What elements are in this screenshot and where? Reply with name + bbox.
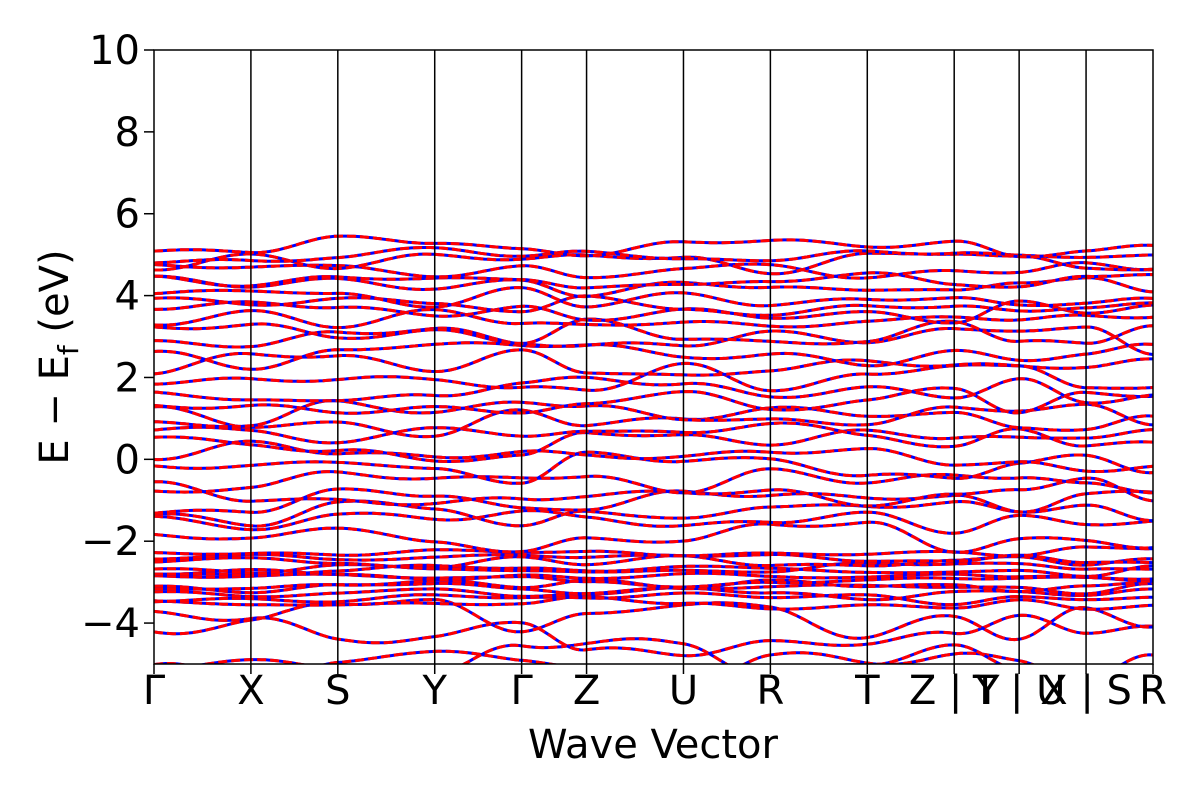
band-line-solid bbox=[154, 476, 1153, 508]
y-tick-label: 6 bbox=[115, 192, 140, 238]
band-line-dashed bbox=[154, 317, 1153, 346]
band-line-dashed bbox=[154, 561, 1153, 575]
x-tick-label: U bbox=[669, 668, 698, 714]
band-line-dashed bbox=[154, 487, 1153, 515]
band-line-dashed bbox=[154, 375, 1153, 405]
y-tick-label: −2 bbox=[81, 519, 140, 565]
y-axis-title-sub: f bbox=[52, 344, 85, 355]
band-line-dashed bbox=[154, 499, 1153, 528]
band-line-solid bbox=[154, 467, 1153, 495]
band-line-dashed bbox=[154, 594, 1153, 611]
band-line-dashed bbox=[154, 439, 1153, 473]
y-axis: 10 8 6 4 2 0 −2 −4 bbox=[81, 28, 154, 647]
band-line-dashed bbox=[154, 421, 1153, 449]
band-line-solid bbox=[154, 428, 1153, 463]
band-line-dashed bbox=[154, 348, 1153, 377]
band-line-dashed bbox=[154, 234, 1153, 259]
band-line-solid bbox=[154, 299, 1153, 325]
high-symmetry-lines bbox=[250, 50, 1087, 664]
band-line-dashed bbox=[154, 341, 1153, 371]
svg-text:E − Ef (eV): E − Ef (eV) bbox=[32, 249, 85, 464]
y-tick-label: 4 bbox=[115, 274, 140, 320]
x-tick-label: S bbox=[325, 668, 350, 714]
band-line-dashed bbox=[154, 476, 1153, 508]
band-line-dashed bbox=[154, 545, 1153, 558]
x-tick-label: T bbox=[854, 668, 880, 714]
band-line-solid bbox=[154, 361, 1153, 393]
band-line-dashed bbox=[154, 563, 1153, 578]
band-line-dashed bbox=[154, 567, 1153, 582]
y-tick-label: −4 bbox=[81, 601, 140, 647]
band-line-dashed bbox=[154, 649, 1153, 664]
x-tick-label: X | S bbox=[1040, 668, 1132, 714]
band-line-dashed bbox=[154, 294, 1153, 317]
band-line-dashed bbox=[154, 307, 1153, 329]
band-line-dashed bbox=[154, 405, 1153, 439]
band-line-dashed bbox=[154, 386, 1153, 415]
y-axis-title-main: E − E bbox=[32, 355, 78, 465]
bands-layer bbox=[154, 234, 1153, 664]
x-tick-label: Z bbox=[573, 668, 600, 714]
x-tick-label: R bbox=[756, 668, 784, 714]
y-tick-label: 0 bbox=[115, 437, 140, 483]
band-line-dashed bbox=[154, 450, 1153, 485]
band-line-solid bbox=[154, 234, 1153, 259]
band-line-dashed bbox=[198, 637, 1141, 664]
band-line-dashed bbox=[154, 325, 1153, 356]
band-line-dashed bbox=[154, 591, 1153, 607]
x-tick-label: X bbox=[237, 668, 264, 714]
x-tick-label: T | U bbox=[972, 668, 1066, 714]
band-line-solid bbox=[154, 499, 1153, 528]
band-line-dashed bbox=[154, 508, 1153, 535]
x-tick-label: Z | Y bbox=[909, 668, 1000, 714]
y-axis-title-unit: (eV) bbox=[32, 249, 78, 345]
band-line-dashed bbox=[154, 286, 1153, 309]
band-line-dashed bbox=[154, 520, 1153, 554]
plot-frame bbox=[153, 49, 1154, 665]
band-line-dashed bbox=[154, 251, 1153, 276]
y-axis-title: E − Ef (eV) bbox=[32, 249, 85, 464]
y-tick-label: 8 bbox=[115, 110, 140, 156]
band-line-dashed bbox=[154, 261, 1153, 280]
x-tick-label: Y bbox=[422, 668, 448, 714]
x-axis-title: Wave Vector bbox=[528, 722, 779, 768]
band-line-dashed bbox=[154, 609, 1153, 658]
x-tick-label: R bbox=[1139, 668, 1167, 714]
y-tick-label: 2 bbox=[115, 355, 140, 401]
x-tick-label: Γ bbox=[510, 668, 533, 714]
band-line-dashed bbox=[154, 572, 1153, 589]
band-line-solid bbox=[154, 609, 1153, 658]
band-line-dashed bbox=[154, 361, 1153, 393]
band-line-dashed bbox=[154, 271, 1153, 290]
band-line-dashed bbox=[154, 246, 1153, 265]
x-tick-label: Γ bbox=[143, 668, 166, 714]
y-tick-label: 10 bbox=[89, 28, 140, 74]
